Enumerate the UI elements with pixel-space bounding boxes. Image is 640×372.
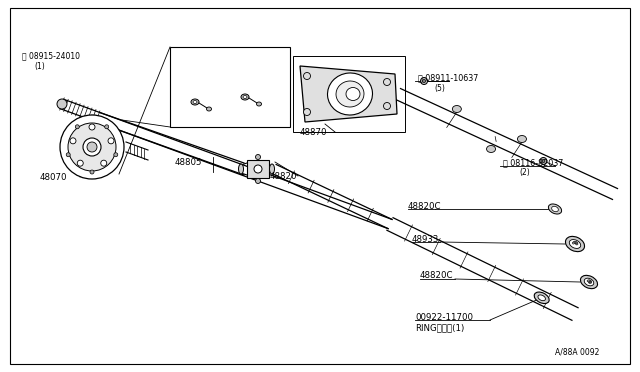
Ellipse shape: [518, 135, 527, 142]
Text: 48070A: 48070A: [172, 67, 202, 77]
Ellipse shape: [328, 73, 372, 115]
Text: 48870: 48870: [300, 128, 328, 137]
Text: 48820: 48820: [270, 171, 298, 180]
Bar: [170, 47, 290, 127]
Ellipse shape: [257, 102, 262, 106]
Ellipse shape: [534, 292, 549, 304]
Text: 48805: 48805: [175, 157, 202, 167]
Text: A/88A 0092: A/88A 0092: [555, 347, 600, 356]
Ellipse shape: [77, 160, 83, 166]
Ellipse shape: [570, 240, 580, 248]
Ellipse shape: [589, 280, 591, 283]
Ellipse shape: [105, 125, 109, 129]
Text: (5): (5): [434, 83, 445, 93]
Ellipse shape: [87, 142, 97, 152]
Ellipse shape: [548, 204, 562, 214]
Ellipse shape: [566, 236, 584, 251]
Ellipse shape: [100, 160, 107, 166]
Ellipse shape: [573, 241, 575, 243]
Text: 48070A: 48070A: [226, 109, 257, 119]
Ellipse shape: [83, 138, 101, 156]
Ellipse shape: [573, 241, 576, 243]
Ellipse shape: [239, 164, 243, 174]
Text: (2): (2): [519, 167, 530, 176]
Ellipse shape: [193, 100, 197, 103]
Ellipse shape: [68, 123, 116, 171]
Ellipse shape: [255, 154, 260, 160]
Ellipse shape: [241, 94, 249, 100]
Text: 48933: 48933: [412, 234, 440, 244]
Ellipse shape: [572, 242, 575, 244]
Ellipse shape: [589, 282, 591, 283]
Ellipse shape: [89, 124, 95, 130]
Ellipse shape: [580, 275, 598, 289]
Text: Ⓦ 08915-24010: Ⓦ 08915-24010: [174, 58, 232, 67]
Ellipse shape: [575, 241, 577, 243]
Ellipse shape: [303, 73, 310, 80]
Ellipse shape: [538, 295, 545, 301]
Text: 48820C: 48820C: [420, 272, 454, 280]
Ellipse shape: [346, 87, 360, 100]
Text: 00922-11700: 00922-11700: [415, 312, 473, 321]
Ellipse shape: [114, 153, 118, 157]
Text: ⓝ 08911-10637: ⓝ 08911-10637: [418, 74, 478, 83]
Ellipse shape: [422, 80, 426, 83]
Bar: [247, 160, 269, 178]
Text: 48820C: 48820C: [408, 202, 442, 211]
Ellipse shape: [60, 115, 124, 179]
Ellipse shape: [336, 81, 364, 107]
Ellipse shape: [207, 107, 211, 111]
Text: Ⓑ 08116-82037: Ⓑ 08116-82037: [503, 158, 563, 167]
Ellipse shape: [269, 164, 275, 174]
Ellipse shape: [486, 145, 495, 153]
Ellipse shape: [243, 96, 247, 99]
Text: (1): (1): [186, 67, 196, 77]
Ellipse shape: [452, 106, 461, 112]
Ellipse shape: [255, 179, 260, 183]
Ellipse shape: [552, 206, 558, 212]
Ellipse shape: [303, 109, 310, 115]
Ellipse shape: [575, 243, 578, 245]
Polygon shape: [300, 66, 397, 122]
Ellipse shape: [191, 99, 199, 105]
Text: RINGリング(1): RINGリング(1): [415, 324, 464, 333]
Ellipse shape: [587, 280, 590, 282]
Ellipse shape: [575, 242, 578, 244]
Text: 48070: 48070: [40, 173, 67, 182]
Text: Ⓦ 08915-24010: Ⓦ 08915-24010: [22, 51, 80, 61]
Ellipse shape: [584, 278, 594, 286]
Ellipse shape: [90, 170, 94, 174]
Ellipse shape: [254, 165, 262, 173]
Ellipse shape: [108, 138, 114, 144]
Ellipse shape: [66, 153, 70, 157]
Ellipse shape: [57, 99, 67, 109]
Ellipse shape: [420, 77, 428, 84]
Ellipse shape: [383, 78, 390, 86]
Ellipse shape: [540, 157, 547, 164]
Ellipse shape: [76, 125, 79, 129]
Text: (1): (1): [34, 61, 45, 71]
Ellipse shape: [542, 160, 545, 163]
Ellipse shape: [383, 103, 390, 109]
Ellipse shape: [588, 280, 591, 282]
Ellipse shape: [70, 138, 76, 144]
